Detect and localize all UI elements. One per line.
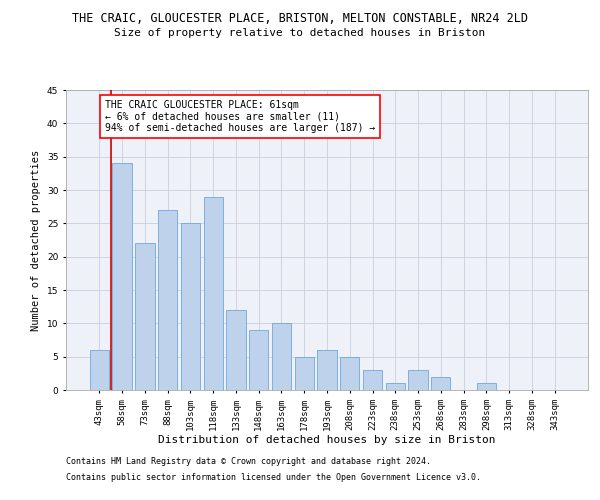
Text: Contains public sector information licensed under the Open Government Licence v3: Contains public sector information licen…	[66, 472, 481, 482]
Bar	[386, 384, 405, 390]
Bar	[363, 370, 382, 390]
Text: THE CRAIC, GLOUCESTER PLACE, BRISTON, MELTON CONSTABLE, NR24 2LD: THE CRAIC, GLOUCESTER PLACE, BRISTON, ME…	[72, 12, 528, 26]
Bar	[431, 376, 451, 390]
Bar	[476, 384, 496, 390]
Bar	[409, 370, 428, 390]
Bar	[295, 356, 314, 390]
Bar	[135, 244, 155, 390]
Bar	[249, 330, 268, 390]
X-axis label: Distribution of detached houses by size in Briston: Distribution of detached houses by size …	[158, 436, 496, 446]
Bar	[340, 356, 359, 390]
Bar	[90, 350, 109, 390]
Text: THE CRAIC GLOUCESTER PLACE: 61sqm
← 6% of detached houses are smaller (11)
94% o: THE CRAIC GLOUCESTER PLACE: 61sqm ← 6% o…	[105, 100, 376, 133]
Bar	[226, 310, 245, 390]
Bar	[272, 324, 291, 390]
Bar	[112, 164, 132, 390]
Y-axis label: Number of detached properties: Number of detached properties	[31, 150, 41, 330]
Text: Size of property relative to detached houses in Briston: Size of property relative to detached ho…	[115, 28, 485, 38]
Bar	[158, 210, 178, 390]
Bar	[203, 196, 223, 390]
Bar	[181, 224, 200, 390]
Text: Contains HM Land Registry data © Crown copyright and database right 2024.: Contains HM Land Registry data © Crown c…	[66, 458, 431, 466]
Bar	[317, 350, 337, 390]
